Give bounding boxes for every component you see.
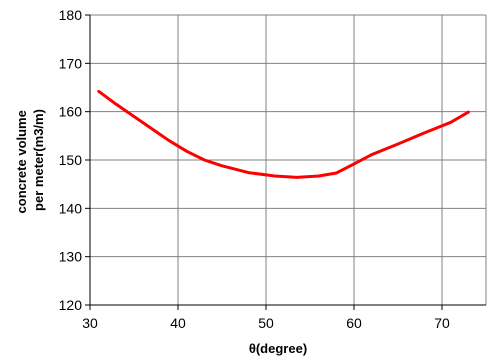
y-tick-label: 180 xyxy=(59,7,83,23)
data-point xyxy=(168,139,171,142)
axes xyxy=(85,14,486,310)
series-group xyxy=(97,89,470,179)
data-point xyxy=(352,162,356,166)
data-point xyxy=(423,131,426,135)
y-axis-label-line-2: per meter(m3/m) xyxy=(31,109,46,211)
data-point xyxy=(370,153,373,156)
y-axis-label: concrete volume per meter(m3/m) xyxy=(14,107,46,214)
tick-labels: 120 130 140 150 160 170 180 30 40 50 60 70 xyxy=(59,7,450,331)
data-point xyxy=(247,171,250,174)
grid xyxy=(90,14,487,306)
y-axis-label-line-1: concrete volume xyxy=(14,110,29,213)
data-point xyxy=(115,103,118,106)
data-point xyxy=(185,150,188,153)
data-point xyxy=(150,127,153,130)
x-tick-label: 60 xyxy=(346,315,362,331)
data-point xyxy=(317,174,320,178)
data-point xyxy=(396,142,400,146)
x-tick-label: 70 xyxy=(434,315,450,331)
data-point xyxy=(335,171,338,175)
data-point xyxy=(203,158,206,162)
series-line-0 xyxy=(97,89,470,179)
data-point xyxy=(132,115,136,118)
y-tick-label: 130 xyxy=(59,249,83,265)
x-tick-label: 50 xyxy=(258,315,274,331)
x-axis-label: θ(degree) xyxy=(249,341,307,356)
x-tick-label: 40 xyxy=(170,315,186,331)
data-point xyxy=(449,121,452,124)
y-tick-label: 160 xyxy=(59,104,83,120)
y-tick-label: 170 xyxy=(59,55,83,71)
y-tick-label: 150 xyxy=(59,152,83,168)
x-tick-label: 30 xyxy=(82,315,98,331)
data-point xyxy=(467,110,470,114)
data-point xyxy=(97,90,101,93)
data-point xyxy=(295,176,298,179)
y-tick-label: 120 xyxy=(59,297,83,313)
data-point xyxy=(220,164,224,167)
y-tick-label: 140 xyxy=(59,200,83,216)
data-point xyxy=(273,174,276,178)
